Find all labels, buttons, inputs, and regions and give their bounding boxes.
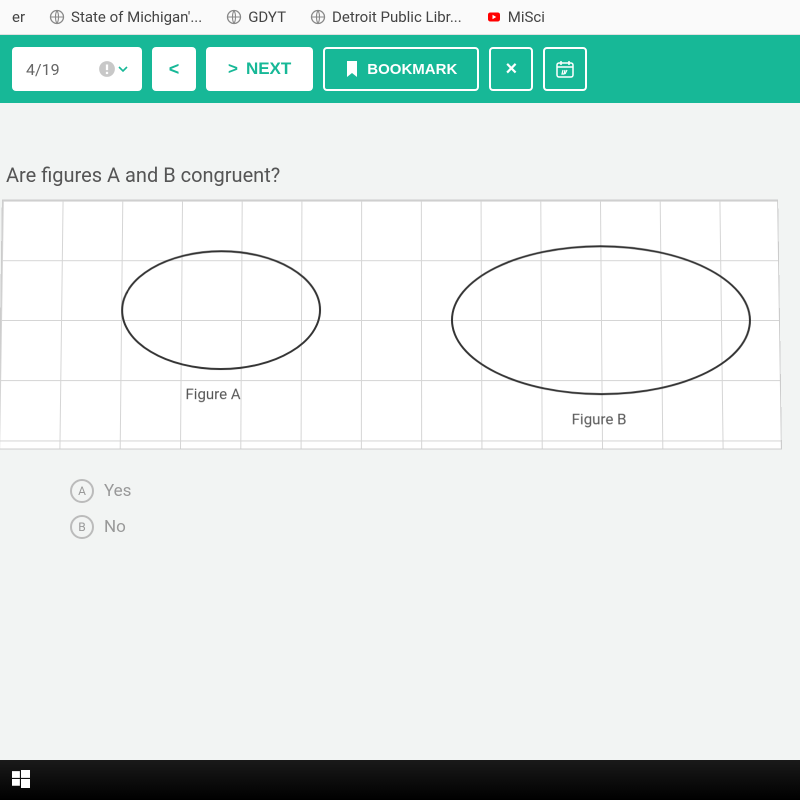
calendar-button[interactable]	[543, 47, 587, 91]
calendar-icon	[555, 59, 575, 79]
figure-a-label: Figure A	[185, 385, 240, 403]
windows-start-icon[interactable]	[12, 770, 30, 792]
bookmark-item[interactable]: State of Michigan'...	[49, 8, 202, 26]
bookmark-item[interactable]: er	[12, 8, 25, 26]
globe-icon	[49, 9, 65, 25]
close-button[interactable]: ×	[489, 47, 533, 91]
bookmark-label: er	[12, 8, 25, 26]
question-prompt: Are figures A and B congruent?	[0, 163, 800, 199]
warning-icon[interactable]	[98, 60, 128, 78]
next-button[interactable]: > NEXT	[206, 47, 313, 91]
prev-button[interactable]: <	[152, 47, 196, 91]
bookmark-label: State of Michigan'...	[71, 8, 202, 26]
bookmark-item[interactable]: MiSci	[486, 8, 545, 26]
windows-taskbar[interactable]	[0, 760, 800, 800]
globe-icon	[226, 9, 242, 25]
progress-text: 4/19	[26, 60, 60, 79]
chevron-left-icon: <	[169, 59, 180, 80]
option-b[interactable]: B No	[70, 515, 800, 539]
close-icon: ×	[505, 58, 517, 81]
youtube-icon	[486, 9, 502, 25]
bookmark-item[interactable]: Detroit Public Libr...	[310, 8, 462, 26]
option-label: Yes	[104, 481, 131, 501]
option-label: No	[104, 517, 126, 537]
progress-indicator: 4/19	[12, 47, 142, 91]
option-a[interactable]: A Yes	[70, 479, 800, 503]
figure-b-label: Figure B	[572, 410, 627, 428]
figure-panel: Figure A Figure B	[0, 200, 782, 450]
bookmark-label: BOOKMARK	[367, 61, 457, 78]
figure-a-ellipse	[121, 250, 322, 370]
bookmark-icon	[345, 60, 359, 78]
chevron-down-icon	[118, 64, 128, 74]
bookmark-label: MiSci	[508, 8, 545, 26]
bookmark-label: Detroit Public Libr...	[332, 8, 462, 26]
question-area: Are figures A and B congruent? Figure A …	[0, 103, 800, 795]
bookmark-button[interactable]: BOOKMARK	[323, 47, 479, 91]
answer-options: A Yes B No	[0, 449, 800, 539]
bookmark-item[interactable]: GDYT	[226, 8, 286, 26]
browser-bookmarks-bar: er State of Michigan'... GDYT Detroit Pu…	[0, 0, 800, 35]
quiz-toolbar: 4/19 < > NEXT BOOKMARK ×	[0, 35, 800, 103]
option-letter: B	[70, 515, 94, 539]
option-letter: A	[70, 479, 94, 503]
chevron-right-icon: >	[228, 59, 238, 79]
figure-b-ellipse	[451, 245, 752, 395]
next-label: NEXT	[246, 59, 291, 79]
bookmark-label: GDYT	[248, 8, 286, 26]
globe-icon	[310, 9, 326, 25]
